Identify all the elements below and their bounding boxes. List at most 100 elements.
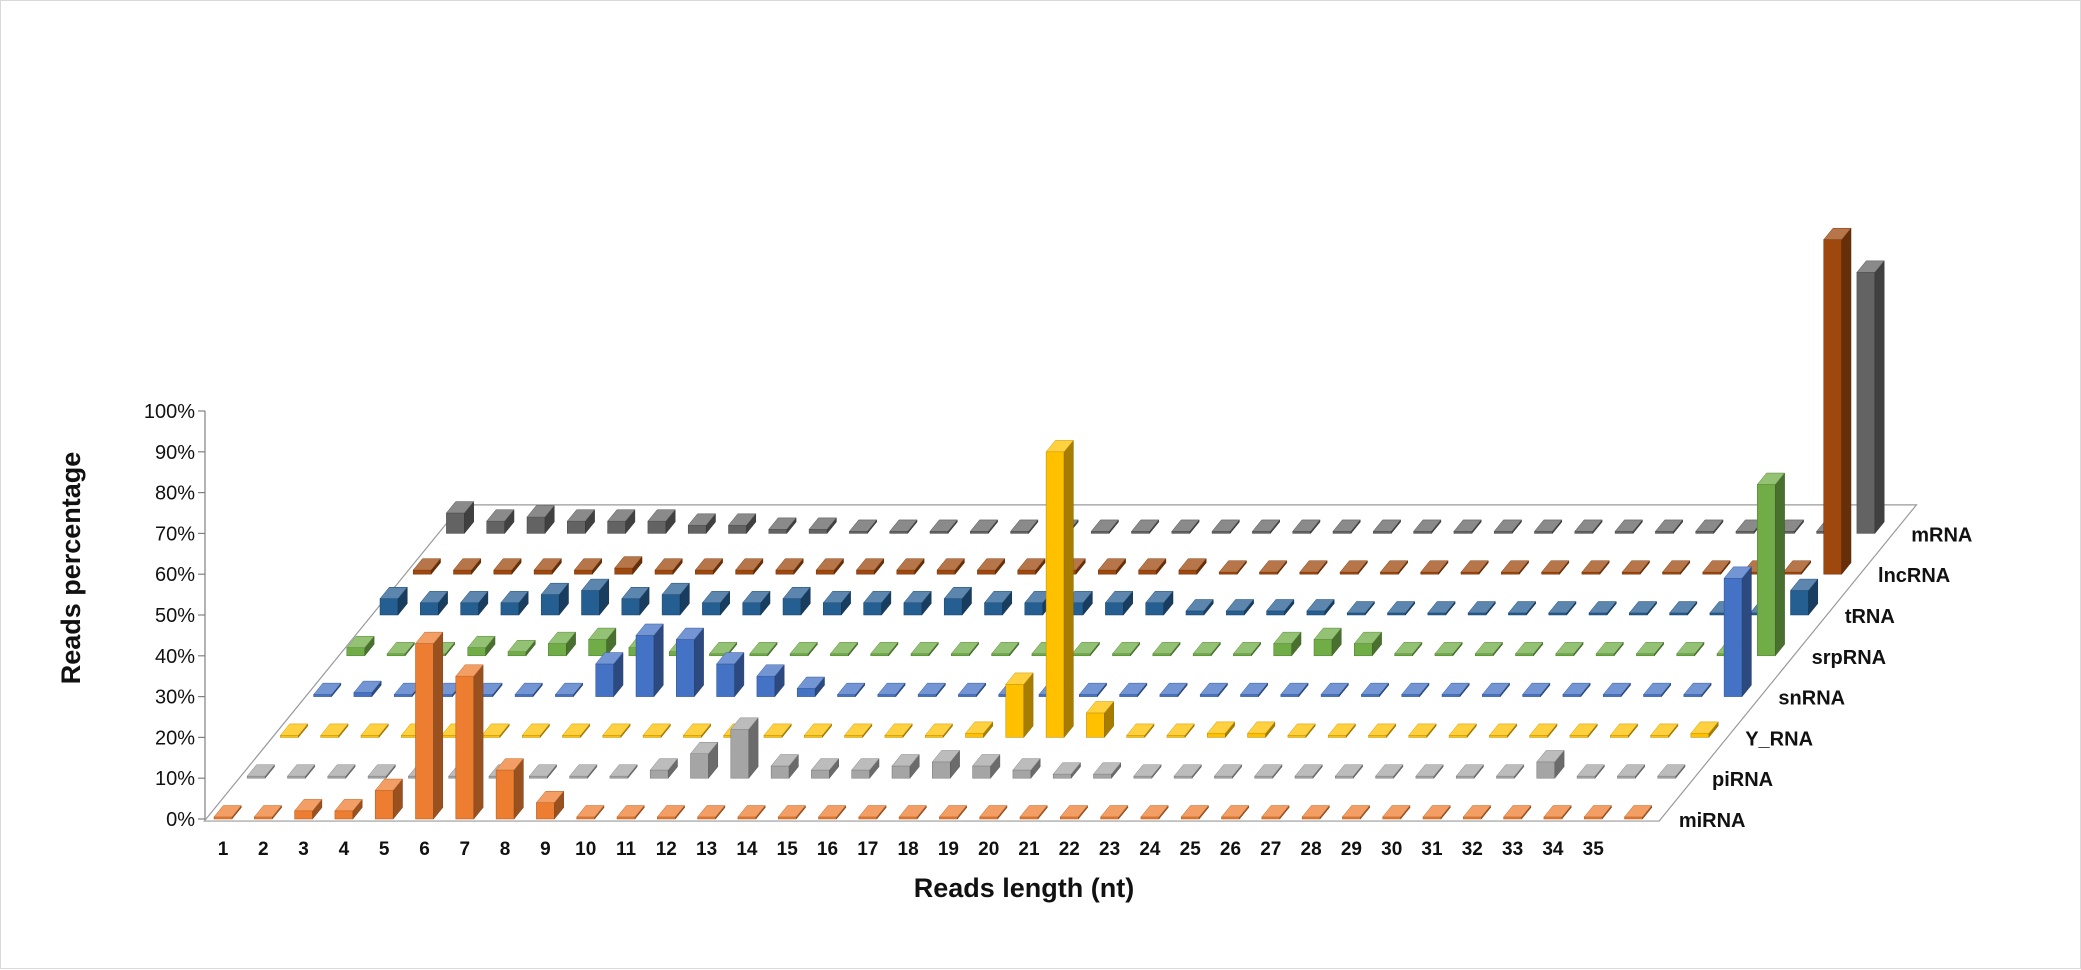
bar-tRNA-7 xyxy=(621,586,650,616)
y-tick-label: 0% xyxy=(166,809,195,831)
bar-miRNA-20 xyxy=(979,804,1008,820)
bar-snRNA-35 xyxy=(1683,682,1712,698)
bar-srpRNA-15 xyxy=(910,641,939,657)
x-tick-label: 31 xyxy=(1421,839,1443,860)
bar-miRNA-28 xyxy=(1301,804,1330,820)
bar-lncRNA-26 xyxy=(1420,560,1449,575)
bar-miRNA-1 xyxy=(213,804,242,820)
bar-Y_RNA-24 xyxy=(1206,721,1236,739)
bar-mRNA-10 xyxy=(808,517,837,535)
x-tick-label: 3 xyxy=(298,839,309,860)
bar-tRNA-23 xyxy=(1266,598,1295,616)
bar-mRNA-31 xyxy=(1654,519,1684,535)
series-label: Y_RNA xyxy=(1745,728,1813,750)
bar-lncRNA-21 xyxy=(1218,560,1248,575)
bar-srpRNA-26 xyxy=(1353,631,1383,657)
bar-srpRNA-27 xyxy=(1394,641,1423,657)
bar-srpRNA-7 xyxy=(588,627,617,657)
bar-mRNA-25 xyxy=(1413,519,1442,535)
bar-mRNA-20 xyxy=(1211,519,1240,535)
bar-miRNA-15 xyxy=(777,804,807,820)
bar-miRNA-6 xyxy=(414,631,444,820)
bar-Y_RNA-25 xyxy=(1247,721,1276,739)
bar-tRNA-25 xyxy=(1346,600,1376,616)
bar-mRNA-5 xyxy=(607,509,636,535)
bar-tRNA-22 xyxy=(1225,598,1255,616)
bar-piRNA-19 xyxy=(972,753,1001,779)
bar-tRNA-1 xyxy=(379,586,408,616)
bar-piRNA-32 xyxy=(1495,764,1525,779)
bar-srpRNA-1 xyxy=(346,635,375,657)
bar-lncRNA-10 xyxy=(775,557,804,575)
x-axis-ticks: 1 2 3 4 5 6 7 8 9 10 11 12 13 14 15 16 17 18 19 20 21 22 23 24 2… xyxy=(218,839,1604,860)
bar-mRNA-4 xyxy=(566,509,596,535)
x-tick-label: 12 xyxy=(656,839,677,860)
bar-lncRNA-24 xyxy=(1339,560,1368,575)
bar-Y_RNA-8 xyxy=(561,723,591,739)
bar-lncRNA-25 xyxy=(1379,560,1409,575)
bar-miRNA-23 xyxy=(1100,804,1129,820)
bar-tRNA-21 xyxy=(1185,598,1214,616)
bar-Y_RNA-13 xyxy=(763,723,792,739)
bar-snRNA-20 xyxy=(1078,682,1108,698)
bar-piRNA-18 xyxy=(931,749,961,779)
bar-Y_RNA-20 xyxy=(1045,439,1074,739)
bar-srpRNA-24 xyxy=(1273,631,1302,657)
bar-tRNA-2 xyxy=(419,590,449,616)
bar-tRNA-10 xyxy=(742,590,771,616)
bar-snRNA-21 xyxy=(1119,682,1148,698)
bar-srpRNA-21 xyxy=(1152,641,1181,657)
x-axis-title: Reads length (nt) xyxy=(914,873,1135,903)
bar-piRNA-1 xyxy=(246,764,276,779)
bar-tRNA-6 xyxy=(580,578,610,616)
bar-Y_RNA-27 xyxy=(1327,723,1357,739)
x-tick-label: 33 xyxy=(1502,839,1523,860)
x-tick-label: 18 xyxy=(898,839,919,860)
bar-tRNA-9 xyxy=(701,590,731,616)
bar-mRNA-36 xyxy=(1856,260,1885,535)
bar-Y_RNA-26 xyxy=(1287,723,1316,739)
bar-snRNA-17 xyxy=(957,682,987,698)
bar-tRNA-16 xyxy=(983,590,1013,616)
series-label: lncRNA xyxy=(1878,565,1950,587)
bar-piRNA-11 xyxy=(649,757,679,779)
bar-srpRNA-36 xyxy=(1756,472,1786,657)
y-tick-label: 80% xyxy=(155,483,195,505)
bar-mRNA-19 xyxy=(1171,519,1200,535)
series-label: srpRNA xyxy=(1812,647,1886,669)
y-tick-label: 10% xyxy=(155,768,195,790)
bar-Y_RNA-36 xyxy=(1690,721,1719,739)
bar-tRNA-4 xyxy=(500,590,529,616)
bar-tRNA-19 xyxy=(1104,590,1134,616)
bar-miRNA-33 xyxy=(1503,804,1532,820)
bar-mRNA-27 xyxy=(1493,519,1523,535)
bar-miRNA-14 xyxy=(737,804,766,820)
bar-snRNA-31 xyxy=(1522,682,1551,698)
bar-tRNA-32 xyxy=(1628,600,1658,616)
bar-mRNA-13 xyxy=(929,519,958,535)
bar-Y_RNA-21 xyxy=(1085,700,1115,739)
bar-mRNA-26 xyxy=(1453,519,1482,535)
bar-mRNA-14 xyxy=(969,519,999,535)
bar-mRNA-12 xyxy=(889,519,918,535)
bar-miRNA-24 xyxy=(1140,804,1169,820)
bar-snRNA-6 xyxy=(514,682,543,698)
x-tick-label: 24 xyxy=(1139,839,1161,860)
bar-snRNA-22 xyxy=(1159,682,1188,698)
bar-miRNA-31 xyxy=(1422,804,1451,820)
y-tick-label: 60% xyxy=(155,564,195,586)
y-tick-label: 20% xyxy=(155,727,195,749)
bar-mRNA-22 xyxy=(1292,519,1321,535)
bar-Y_RNA-33 xyxy=(1569,723,1598,739)
bar-piRNA-4 xyxy=(367,764,396,779)
bar-tRNA-30 xyxy=(1548,600,1577,616)
bar-snRNA-32 xyxy=(1562,682,1591,698)
x-tick-label: 10 xyxy=(575,839,596,860)
bar-snRNA-11 xyxy=(716,651,745,698)
bar-piRNA-10 xyxy=(609,764,638,779)
bar-piRNA-3 xyxy=(327,764,356,779)
bar-miRNA-7 xyxy=(455,664,484,820)
y-tick-label: 40% xyxy=(155,646,195,668)
bar-srpRNA-19 xyxy=(1071,641,1101,657)
series-label: miRNA xyxy=(1679,810,1746,832)
